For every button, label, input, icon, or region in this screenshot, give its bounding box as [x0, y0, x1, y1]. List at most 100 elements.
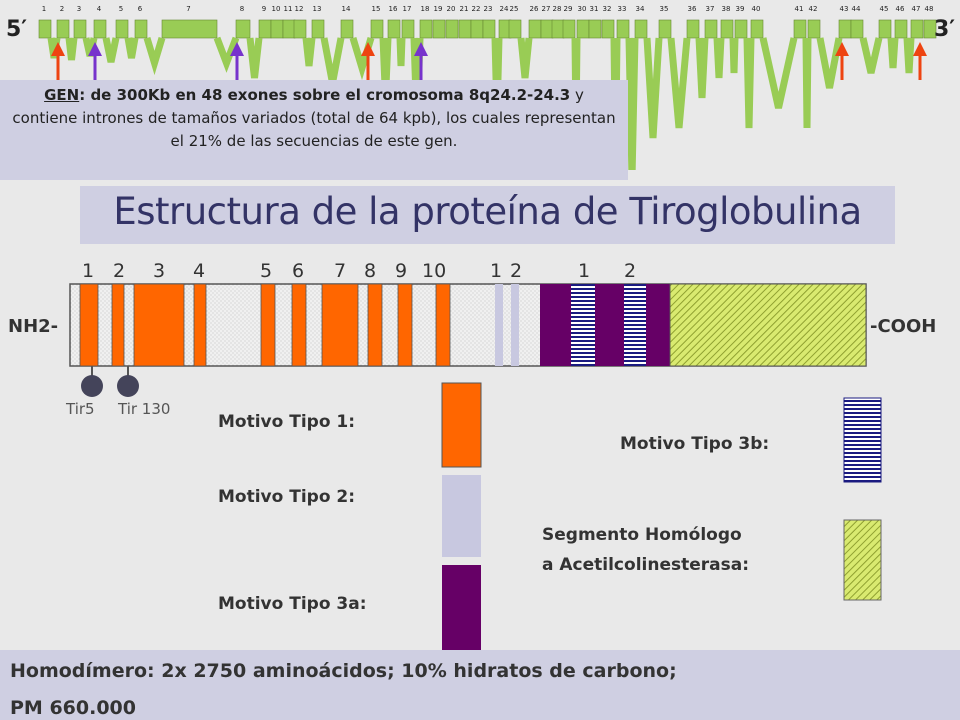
- intron-loop: [695, 37, 709, 99]
- exon-number: 40: [752, 5, 761, 13]
- intron-loop: [124, 37, 139, 59]
- type1-motif: [133, 283, 185, 367]
- exon-block: [878, 19, 892, 39]
- exon-block: [540, 19, 554, 39]
- exon-block: [115, 19, 129, 39]
- exon-arrow-head: [361, 42, 375, 56]
- intron-loop: [802, 37, 812, 129]
- exon-number: 7: [186, 5, 190, 13]
- footer-line-2: PM 660.000: [10, 697, 136, 719]
- exon-number: 2: [60, 5, 64, 13]
- intron-loop: [625, 37, 639, 170]
- type1-number: 7: [334, 260, 347, 282]
- exon-block: [38, 19, 52, 39]
- exon-block: [704, 19, 718, 39]
- exon-block: [576, 19, 590, 39]
- type1-number: 10: [422, 260, 447, 282]
- type2-number: 2: [510, 260, 523, 282]
- legend-type3a-label: Motivo Tipo 3a:: [218, 594, 367, 614]
- exon-block: [616, 19, 630, 39]
- exon-arrow-head: [230, 42, 244, 56]
- intron-loop: [246, 37, 263, 79]
- exon-number: 28: [553, 5, 562, 13]
- exon-number: 15: [372, 5, 381, 13]
- legend-type3b-label: Motivo Tipo 3b:: [620, 434, 770, 454]
- type1-motif: [111, 283, 125, 367]
- type1-motif: [193, 283, 207, 367]
- nh2-label: NH2-: [8, 316, 59, 337]
- exon-block: [850, 19, 864, 39]
- exon-block: [894, 19, 908, 39]
- exon-block: [482, 19, 496, 39]
- intron-loop: [729, 37, 739, 74]
- exon-block: [311, 19, 325, 39]
- exon-number: 46: [896, 5, 905, 13]
- exon-block: [470, 19, 484, 39]
- type3b-number: 2: [624, 260, 637, 282]
- type3b-motif: [571, 284, 595, 366]
- type1-number: 1: [82, 260, 95, 282]
- exon-number: 17: [403, 5, 412, 13]
- tir130-label: Tir 130: [118, 400, 171, 418]
- intron-loop: [643, 37, 663, 139]
- intron-loop: [903, 37, 915, 74]
- tyrosine-marker: [117, 375, 139, 397]
- legend-swatches: [441, 382, 882, 653]
- exon-block: [750, 19, 764, 39]
- intron-loop: [102, 37, 120, 63]
- type1-motif: [291, 283, 307, 367]
- intron-loop: [396, 37, 406, 67]
- type1-number: 2: [113, 260, 126, 282]
- legend-type2-label: Motivo Tipo 2:: [218, 487, 356, 507]
- legend-type1-label: Motivo Tipo 1:: [218, 412, 356, 432]
- exon-number: 30: [578, 5, 587, 13]
- tir5-label: Tir5: [66, 400, 95, 418]
- exon-number: 25: [510, 5, 519, 13]
- exon-number: 27: [542, 5, 551, 13]
- intron-loop: [713, 37, 725, 79]
- exon-number: 4: [97, 5, 102, 13]
- exon-number: 22: [472, 5, 481, 13]
- footer-box: Homodímero: 2x 2750 aminoácidos; 10% hid…: [0, 650, 960, 720]
- exon-block: [793, 19, 807, 39]
- exon-number: 18: [421, 5, 430, 13]
- exon-block: [282, 19, 296, 39]
- ache-homology-segment: [669, 283, 867, 367]
- type1-motif: [321, 283, 359, 367]
- exon-number: 37: [706, 5, 715, 13]
- five-prime-label: 5′: [6, 17, 27, 42]
- exon-number: 21: [460, 5, 469, 13]
- exon-number: 42: [809, 5, 818, 13]
- exon-block: [734, 19, 748, 39]
- protein-domain-bar: [69, 283, 867, 397]
- intron-loop: [667, 37, 691, 129]
- exon-number: 48: [925, 5, 934, 13]
- type1-number: 8: [364, 260, 377, 282]
- legend-ache-label-1: Segmento Homólogo: [542, 525, 742, 545]
- exon-number: 16: [389, 5, 398, 13]
- exon-arrow-head: [835, 42, 849, 56]
- legend-type1-swatch: [441, 382, 482, 468]
- type2-motif: [495, 284, 503, 366]
- type1-motif: [79, 283, 99, 367]
- three-prime-label: 3′: [934, 17, 955, 42]
- exon-arrow-head: [51, 42, 65, 56]
- exon-number: 43: [840, 5, 849, 13]
- exon-block: [270, 19, 284, 39]
- exon-block: [258, 19, 272, 39]
- exon-block: [458, 19, 472, 39]
- exon-block: [588, 19, 602, 39]
- exon-number: 8: [240, 5, 244, 13]
- type1-motif: [397, 283, 413, 367]
- exon-number: 5: [119, 5, 123, 13]
- exon-number: 41: [795, 5, 804, 13]
- intron-loop: [816, 37, 843, 89]
- gene-label: GEN: [44, 86, 80, 104]
- exon-number: 45: [880, 5, 889, 13]
- exon-number: 1: [42, 5, 46, 13]
- exon-block: [401, 19, 415, 39]
- exon-number: 47: [912, 5, 921, 13]
- exon-block: [658, 19, 672, 39]
- exon-number: 39: [736, 5, 745, 13]
